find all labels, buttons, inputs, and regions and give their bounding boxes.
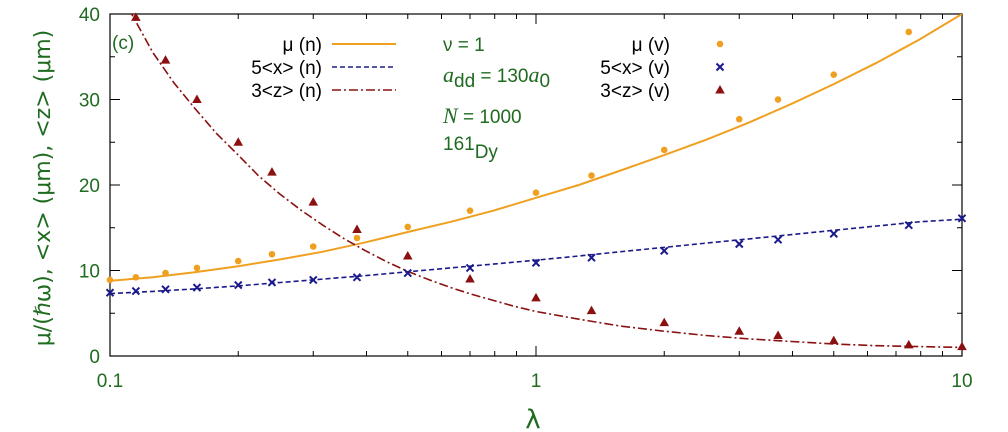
legend-markers: μ (v) 5<x> (v) 3<z> (v)	[600, 35, 725, 102]
data-point-mu	[660, 146, 668, 154]
legend-marker-z	[715, 85, 725, 94]
data-point-mu	[268, 250, 276, 258]
data-point-mu	[162, 269, 169, 277]
y-axis-title: μ/(ℏω), <x> (μm), <z> (μm)	[31, 30, 56, 346]
data-point-x	[105, 288, 115, 297]
y-tick-label: 30	[79, 91, 100, 112]
annotation-N: N = 1000	[442, 103, 522, 128]
data-point-x	[192, 283, 202, 292]
data-point-x	[465, 263, 475, 273]
data-point-mu	[774, 96, 782, 103]
data-point-z	[352, 224, 362, 233]
y-tick-label: 10	[79, 262, 100, 283]
y-tick-label: 40	[79, 5, 100, 26]
y-tick-label: 20	[79, 176, 100, 197]
data-point-z	[586, 305, 597, 315]
data-point-z	[957, 341, 967, 351]
data-point-x	[587, 253, 596, 262]
y-tick-label: 0	[89, 347, 100, 368]
legend-lines: μ (n) 5<x> (n) 3<z> (n)	[251, 35, 396, 102]
panel-label: (c)	[112, 33, 134, 54]
add-symbol: a	[443, 62, 454, 87]
data-point-x	[161, 285, 170, 294]
isotope-mass: 161	[443, 134, 475, 155]
data-point-x	[829, 229, 838, 238]
annotation-add: add = 130a0	[443, 62, 550, 92]
data-point-mu	[234, 257, 242, 265]
data-point-z	[465, 274, 475, 283]
data-point-mu	[466, 207, 474, 214]
data-point-x	[531, 258, 541, 268]
data-point-x	[352, 273, 362, 282]
data-point-x	[904, 220, 913, 230]
axis-ticks: 0 10 20 30 40 0.1 1 10	[79, 5, 973, 392]
data-point-mu	[193, 264, 201, 272]
data-point-mu	[735, 115, 743, 123]
data-point-mu	[353, 234, 361, 242]
add-a0-subscript: 0	[540, 71, 551, 92]
x-tick-label: 1	[531, 371, 542, 392]
legend-label-z-n: 3<z> (n)	[251, 81, 322, 102]
isotope-element: Dy	[475, 142, 499, 163]
data-point-z	[734, 326, 745, 335]
legend-label-z-v: 3<z> (v)	[600, 81, 670, 102]
legend-label-mu-v: μ (v)	[632, 35, 670, 56]
data-point-z	[160, 55, 171, 64]
data-point-z	[903, 339, 914, 349]
data-point-z	[531, 292, 541, 302]
data-point-x	[660, 246, 669, 256]
annotation-isotope: 161Dy	[443, 134, 498, 163]
add-equals: = 130	[475, 66, 528, 87]
markers-group	[105, 12, 967, 351]
data-point-z	[402, 250, 413, 260]
N-value: = 1000	[458, 107, 522, 128]
legend-label-x-v: 5<x> (v)	[600, 58, 670, 79]
series-line-mu	[110, 14, 962, 282]
data-point-x	[131, 286, 141, 296]
add-a0-symbol: a	[529, 62, 540, 87]
legend-marker-x	[715, 62, 725, 72]
add-subscript: dd	[454, 71, 475, 92]
data-point-mu	[532, 189, 540, 196]
data-point-mu	[588, 172, 595, 179]
data-point-z	[773, 330, 783, 339]
data-point-mu	[106, 276, 114, 284]
x-tick-label: 0.1	[97, 371, 123, 392]
legend-marker-mu	[716, 40, 724, 48]
annotation-nu: ν = 1	[443, 35, 485, 56]
x-tick-label: 10	[951, 371, 972, 392]
data-point-x	[735, 239, 744, 249]
data-point-z	[828, 335, 839, 345]
series-line-x	[110, 218, 962, 295]
legend-label-mu-n: μ (n)	[283, 35, 322, 56]
N-symbol: N	[442, 103, 459, 128]
data-point-x	[773, 235, 783, 244]
data-point-x	[309, 275, 318, 285]
data-point-z	[267, 167, 277, 176]
x-axis-title: λ	[525, 405, 540, 432]
data-point-x	[403, 268, 412, 278]
data-point-mu	[830, 71, 838, 79]
data-point-x	[234, 280, 243, 290]
data-point-mu	[404, 223, 412, 231]
data-point-z	[233, 137, 244, 146]
data-point-z	[659, 317, 670, 327]
legend-label-x-n: 5<x> (n)	[251, 58, 322, 79]
data-point-z	[131, 12, 141, 21]
data-point-mu	[309, 243, 317, 250]
data-point-mu	[132, 274, 140, 281]
series-line-z	[130, 14, 962, 349]
series-group	[110, 14, 962, 349]
data-point-x	[267, 278, 277, 287]
data-point-z	[192, 94, 202, 103]
data-point-z	[308, 197, 319, 206]
data-point-mu	[905, 28, 913, 36]
data-point-x	[957, 214, 967, 223]
